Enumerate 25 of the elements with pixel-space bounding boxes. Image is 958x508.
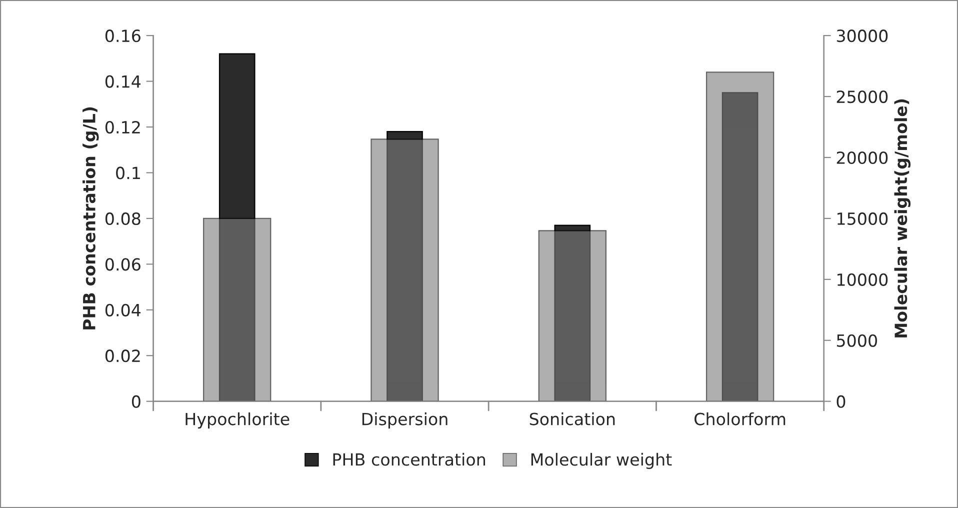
legend-label: Molecular weight: [531, 452, 672, 470]
y-axis-title: PHB concentration (g/L): [82, 107, 99, 330]
y2-tick-label: 20000: [836, 151, 888, 164]
y-tick-label: 0.16: [105, 30, 140, 42]
y2-tick-label: 10000: [838, 273, 888, 286]
y2-axis-title: Molecular weight(g/mole): [894, 99, 911, 338]
y-tick-label: 0.1: [116, 166, 140, 180]
y2-tick-label: 15000: [838, 212, 888, 226]
y-tick-label: 0.14: [105, 75, 141, 88]
y-tick-label: 0.12: [105, 120, 140, 134]
y2-tick-label: 0: [836, 395, 846, 408]
y2-tick-label: 30000: [836, 30, 888, 42]
x-tick-label: Hypochlorite: [186, 412, 290, 429]
x-tick-label: Dispersion: [362, 412, 448, 429]
y-tick-label: 0: [132, 395, 140, 408]
y2-tick-label: 25000: [836, 90, 888, 104]
y-tick-label: 0.06: [105, 258, 140, 271]
y-tick-label: 0.02: [105, 350, 140, 362]
bar: [706, 72, 774, 402]
x-tick-label: Sonication: [530, 412, 615, 426]
y2-tick-label: 5000: [836, 334, 877, 347]
y-tick-label: 0.08: [105, 212, 140, 226]
y-tick-label: 0.04: [105, 304, 141, 316]
legend-label: PHB concentration: [333, 452, 486, 466]
x-tick-label: Cholorform: [694, 412, 786, 426]
